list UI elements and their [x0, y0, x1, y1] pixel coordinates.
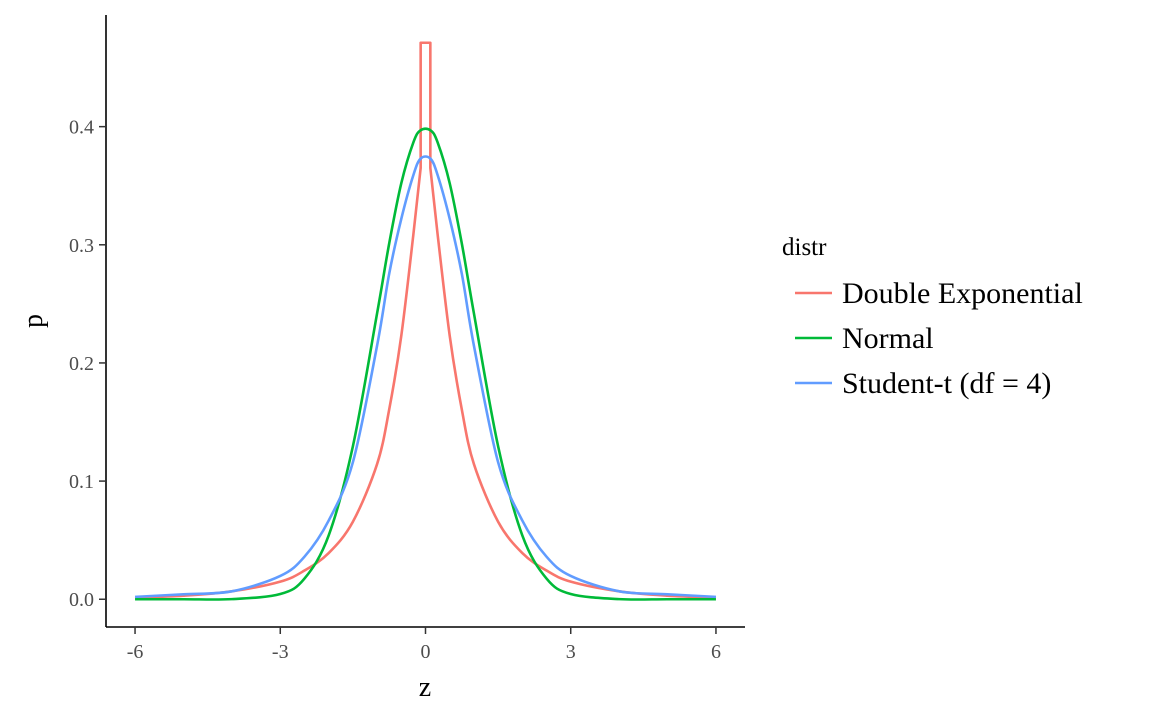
x-tick-label: -3 [272, 641, 289, 663]
x-tick-label: 6 [711, 641, 721, 663]
legend-items: Double Exponential Normal Student-t (df = … [795, 277, 1083, 400]
legend-label-double-exponential: Double Exponential [842, 277, 1083, 310]
x-tick-label: 3 [566, 641, 576, 663]
y-axis-ticks: 0.0 0.1 0.2 0.3 0.4 [69, 117, 106, 611]
y-tick-label: 0.3 [69, 235, 94, 257]
x-tick-label: 0 [421, 641, 431, 663]
legend-title: distr [782, 234, 827, 261]
series-line-double-exponential [135, 41, 716, 599]
y-tick-label: 0.2 [69, 353, 94, 375]
series-line-normal [135, 127, 716, 601]
x-axis-ticks: -6 -3 0 3 6 [127, 627, 721, 663]
x-tick-label: -6 [127, 641, 144, 663]
legend: distr Double Exponential Normal Student-t … [782, 234, 1083, 400]
y-tick-label: 0.0 [69, 589, 94, 611]
y-axis-title: p [18, 314, 49, 328]
legend-label-student-t-df-4: Student-t (df = 4) [842, 367, 1051, 400]
y-tick-label: 0.4 [69, 117, 94, 139]
y-tick-label: 0.1 [69, 471, 94, 493]
series-layer [134, 41, 717, 601]
x-axis-title: z [419, 672, 431, 703]
legend-label-normal: Normal [842, 322, 934, 355]
series-line-student-t-df-4 [134, 155, 717, 599]
